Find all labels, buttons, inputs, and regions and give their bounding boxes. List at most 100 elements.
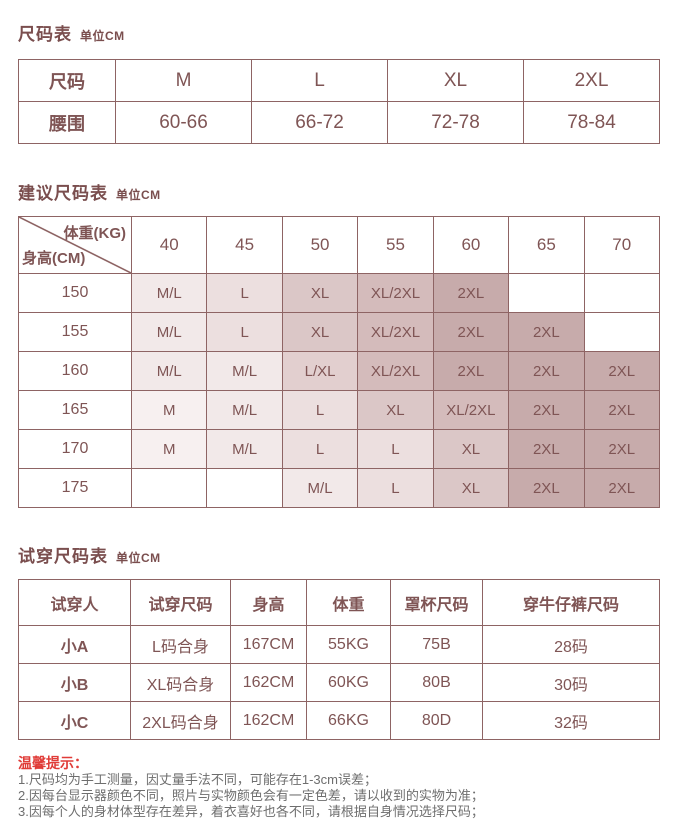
table-row: 160 M/L M/L L/XL XL/2XL 2XL 2XL 2XL [18, 351, 661, 391]
tester-name: 小C [18, 701, 131, 740]
size-cell: M [130, 390, 208, 430]
section-fit-table: 试穿尺码表 单位CM 试穿人 试穿尺码 身高 体重 罩杯尺码 穿牛仔裤尺码 小A… [18, 542, 660, 740]
table-row: 小A L码合身 167CM 55KG 75B 28码 [18, 625, 660, 664]
size-cell: XL/2XL [357, 351, 434, 391]
weight-header: 55 [357, 216, 434, 274]
fit-cell: 162CM [230, 701, 307, 740]
title-text: 试穿尺码表 [18, 547, 108, 566]
unit-label: 单位CM [116, 188, 161, 202]
suggested-size-table: 体重(KG) 身高(CM) 40 45 50 55 60 65 70 150 M… [18, 216, 661, 508]
diagonal-divider [19, 217, 131, 273]
size-cell: M/L [130, 351, 208, 391]
size-cell: M [130, 429, 208, 469]
table-row: 小C 2XL码合身 162CM 66KG 80D 32码 [18, 701, 660, 740]
size-cell [508, 273, 585, 313]
size-cell: 2XL [583, 390, 661, 430]
fit-cell: 30码 [482, 663, 660, 702]
fit-cell: L码合身 [130, 625, 231, 664]
fit-cell: 75B [390, 625, 483, 664]
fit-size-table: 试穿人 试穿尺码 身高 体重 罩杯尺码 穿牛仔裤尺码 小A L码合身 167CM… [18, 579, 660, 740]
table-header-row: 试穿人 试穿尺码 身高 体重 罩杯尺码 穿牛仔裤尺码 [18, 579, 660, 626]
fit-cell: 167CM [230, 625, 307, 664]
size-cell: L [357, 468, 434, 508]
height-row-header: 155 [18, 312, 132, 352]
size-cell: M/L [130, 312, 208, 352]
column-header: 试穿人 [18, 579, 131, 626]
column-header: 体重 [306, 579, 391, 626]
size-cell: L [206, 273, 283, 313]
table-row: 170 M M/L L L XL 2XL 2XL [18, 429, 661, 469]
size-cell: 2XL [508, 468, 585, 508]
suggest-table-title: 建议尺码表 单位CM [18, 179, 660, 204]
fit-table-title: 试穿尺码表 单位CM [18, 542, 660, 567]
size-cell: 2XL [583, 468, 661, 508]
fit-cell: 55KG [306, 625, 391, 664]
section-suggest-table: 建议尺码表 单位CM 体重(KG) 身高(CM) 40 45 50 [18, 179, 661, 508]
tip-item: 2.因每台显示器颜色不同，照片与实物颜色会有一定色差，请以收到的实物为准； [18, 788, 484, 803]
size-cell: 2XL [508, 390, 585, 430]
weight-header: 40 [130, 216, 208, 274]
size-cell: L [281, 390, 359, 430]
size-cell: M/L [281, 468, 359, 508]
weight-header: 70 [583, 216, 661, 274]
tip-item: 3.因每个人的身材体型存在差异，着衣喜好也各不同，请根据自身情况选择尺码； [18, 804, 484, 819]
waist-cell: 66-72 [251, 101, 388, 144]
fit-cell: XL码合身 [130, 663, 231, 702]
warm-tips: 温馨提示： 1.尺码均为手工测量，因丈量手法不同，可能存在1-3cm误差； 2.… [18, 755, 660, 820]
size-cell: M/L [206, 390, 283, 430]
height-row-header: 175 [18, 468, 132, 508]
table-row: 150 M/L L XL XL/2XL 2XL [18, 273, 661, 313]
tester-name: 小B [18, 663, 131, 702]
size-table-title: 尺码表 单位CM [18, 20, 660, 45]
size-cell: XL/2XL [357, 273, 434, 313]
size-cell: XL [281, 312, 359, 352]
size-cell: L [281, 429, 359, 469]
unit-label: 单位CM [116, 551, 161, 565]
height-row-header: 150 [18, 273, 132, 313]
height-row-header: 160 [18, 351, 132, 391]
column-header: 罩杯尺码 [390, 579, 483, 626]
size-cell: 2XL [583, 429, 661, 469]
size-cell: XL/2XL [432, 390, 510, 430]
size-cell: M/L [206, 351, 283, 391]
table-row: 尺码 M L XL 2XL [18, 59, 660, 102]
height-row-header: 165 [18, 390, 132, 430]
weight-header: 60 [432, 216, 510, 274]
row-label: 腰围 [18, 101, 116, 144]
size-cell: 2XL [523, 59, 660, 102]
size-cell: XL [432, 468, 510, 508]
size-table: 尺码 M L XL 2XL 腰围 60-66 66-72 72-78 78-84 [18, 59, 660, 144]
column-header: 穿牛仔裤尺码 [482, 579, 660, 626]
table-header-row: 体重(KG) 身高(CM) 40 45 50 55 60 65 70 [18, 216, 661, 274]
size-cell: M [115, 59, 252, 102]
waist-cell: 60-66 [115, 101, 252, 144]
waist-cell: 72-78 [387, 101, 524, 144]
section-size-table: 尺码表 单位CM 尺码 M L XL 2XL 腰围 60-66 66-72 72… [18, 20, 660, 144]
fit-cell: 80D [390, 701, 483, 740]
size-cell: 2XL [583, 351, 661, 391]
unit-label: 单位CM [80, 29, 125, 43]
title-text: 尺码表 [18, 25, 72, 44]
column-header: 身高 [230, 579, 307, 626]
size-cell: XL [357, 390, 434, 430]
size-cell [206, 468, 283, 508]
size-cell: XL [432, 429, 510, 469]
tester-name: 小A [18, 625, 131, 664]
weight-header: 50 [281, 216, 359, 274]
fit-cell: 66KG [306, 701, 391, 740]
size-cell: L [206, 312, 283, 352]
size-cell: XL [281, 273, 359, 313]
fit-cell: 28码 [482, 625, 660, 664]
size-cell: 2XL [508, 351, 585, 391]
size-cell [130, 468, 208, 508]
size-cell: XL [387, 59, 524, 102]
size-cell: L [357, 429, 434, 469]
fit-cell: 80B [390, 663, 483, 702]
table-row: 腰围 60-66 66-72 72-78 78-84 [18, 101, 660, 144]
size-cell: XL/2XL [357, 312, 434, 352]
fit-cell: 32码 [482, 701, 660, 740]
weight-header: 65 [508, 216, 585, 274]
corner-weight-label: 体重(KG) [63, 225, 127, 242]
weight-header: 45 [206, 216, 283, 274]
